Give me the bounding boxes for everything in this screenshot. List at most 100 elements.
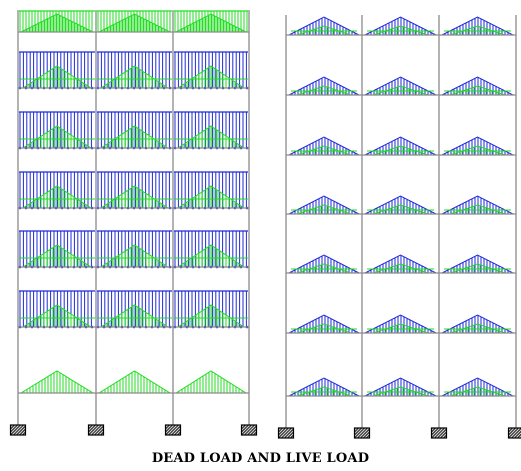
bay-load-3 [173, 111, 249, 150]
support-hatch [287, 431, 294, 438]
frame-columns [17, 10, 250, 425]
bay-load-2 [96, 290, 172, 329]
bay-load-1 [288, 314, 360, 334]
support-hatch [434, 428, 445, 438]
bay-load-1 [288, 195, 360, 215]
floor-load-1 [288, 16, 514, 36]
bay-load-2 [97, 10, 172, 33]
support-hatch [91, 425, 102, 435]
support-hatch [354, 428, 365, 438]
support-4 [227, 424, 258, 436]
diagram-caption: DEAD LOAD AND LIVE LOAD [151, 451, 370, 466]
support-hatch [420, 428, 430, 438]
bay-load-2 [364, 254, 437, 274]
support-hatch [278, 428, 286, 436]
floor-load-2 [288, 76, 514, 96]
support-hatch [284, 428, 294, 438]
support-hatch [497, 428, 507, 438]
support-hatch [517, 433, 521, 438]
bay-load-2 [97, 370, 172, 394]
bay-load-1 [18, 111, 95, 150]
support-hatch [168, 425, 179, 435]
bay-load-3 [441, 314, 514, 334]
bay-load-1 [19, 10, 95, 33]
support-hatch [440, 431, 447, 438]
frame-beams [18, 31, 249, 394]
support-hatch [431, 428, 436, 433]
bay-load-3 [174, 10, 248, 33]
support-hatch [165, 425, 176, 435]
bay-load-2 [96, 230, 172, 269]
support-hatch [508, 428, 519, 438]
bay-load-1 [288, 76, 360, 96]
bay-load-3 [441, 195, 514, 215]
support-hatch [0, 425, 9, 435]
support-block [507, 427, 521, 439]
floor-load-7 [288, 377, 514, 397]
bay-load-3 [173, 230, 249, 269]
support-hatch [10, 425, 15, 430]
support-hatch [443, 434, 447, 438]
bay-load-3 [441, 136, 514, 156]
support-hatch [417, 428, 427, 438]
support-hatch [343, 428, 353, 438]
support-hatch [16, 425, 26, 435]
bay-load-3 [173, 290, 249, 329]
floor-load-4 [288, 195, 514, 215]
bay-load-2 [364, 314, 437, 334]
support-hatch [10, 425, 21, 435]
support-hatch [10, 425, 18, 433]
frame-beams [286, 34, 516, 397]
support-hatch [241, 425, 252, 435]
support-hatch [244, 425, 255, 435]
support-hatch [514, 430, 521, 438]
live-load-frame [264, 15, 521, 439]
bay-load-1 [18, 171, 95, 210]
support-2 [343, 427, 371, 439]
support-hatch [366, 434, 370, 438]
support-hatch [267, 428, 277, 438]
support-hatch [241, 425, 246, 430]
support-hatch [431, 428, 439, 436]
bay-load-1 [288, 377, 360, 397]
bay-load-1 [288, 136, 360, 156]
bay-load-2 [364, 16, 437, 36]
bay-load-3 [441, 16, 514, 36]
support-1 [0, 424, 27, 436]
support-hatch [247, 425, 257, 435]
support-hatch [88, 425, 99, 435]
bay-load-2 [364, 76, 437, 96]
floor-load-6 [288, 314, 514, 334]
bay-load-2 [364, 377, 437, 397]
support-hatch [154, 425, 164, 435]
support-hatch [354, 428, 359, 433]
support-2 [77, 424, 105, 436]
support-hatch [431, 428, 442, 438]
bay-load-1 [18, 51, 95, 90]
support-hatch [508, 428, 513, 433]
frame-columns [285, 15, 517, 428]
bay-load-1 [18, 230, 95, 269]
support-hatch [88, 425, 93, 430]
support-hatch [511, 428, 521, 438]
support-hatch [227, 425, 237, 435]
support-hatch [100, 431, 104, 435]
support-hatch [290, 434, 294, 438]
floor-load-7 [19, 370, 248, 394]
support-hatch [77, 425, 87, 435]
floor-load-5 [288, 254, 514, 274]
support-hatch [264, 428, 274, 438]
bay-load-3 [441, 76, 514, 96]
floor-load-6 [18, 290, 249, 329]
support-hatch [230, 425, 240, 435]
support-hatch [97, 428, 104, 435]
support-hatch [94, 425, 104, 435]
support-hatch [357, 428, 368, 438]
bay-load-3 [173, 51, 249, 90]
support-hatch [19, 428, 26, 435]
support-hatch [281, 428, 292, 438]
floor-load-3 [18, 111, 249, 150]
support-1 [264, 427, 295, 439]
bay-load-1 [288, 16, 360, 36]
bay-load-1 [19, 370, 95, 394]
